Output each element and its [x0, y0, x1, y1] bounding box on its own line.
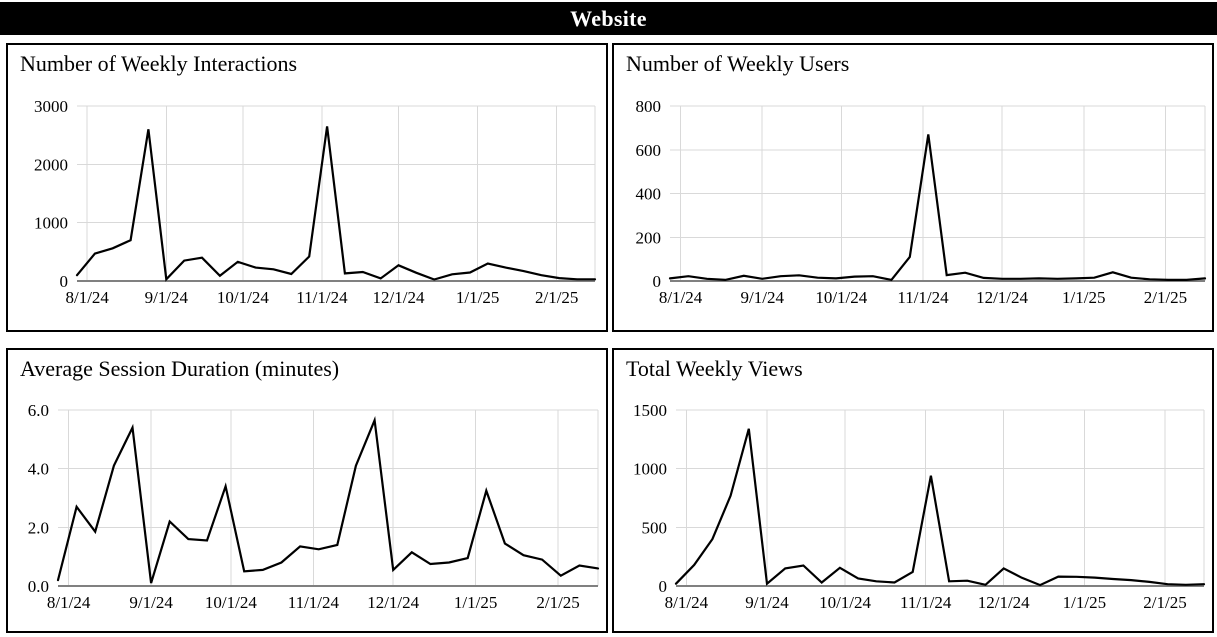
x-tick-label: 10/1/24	[815, 288, 867, 307]
gridlines	[670, 105, 1206, 281]
y-tick-label: 200	[636, 228, 662, 247]
panel-total-views: Total Weekly Views 0 500 1000 1500 8/1/24 9/1…	[612, 348, 1214, 633]
x-tick-label: 11/1/24	[296, 288, 348, 307]
x-tick-label: 12/1/24	[367, 593, 419, 612]
x-tick-label: 10/1/24	[819, 593, 871, 612]
x-tick-label: 12/1/24	[373, 288, 425, 307]
x-tick-label: 2/1/25	[535, 288, 578, 307]
x-tick-label: 9/1/24	[145, 288, 189, 307]
x-tick-label: 8/1/24	[659, 288, 703, 307]
weekly-users-chart: 0 200 400 600 800 8/1/24 9/1/24 10/1/24 11/1/24 1…	[636, 97, 1207, 307]
y-tick-label: 6.0	[28, 401, 49, 420]
y-tick-label: 3000	[34, 97, 68, 116]
y-tick-label: 1500	[633, 401, 667, 420]
chart-title: Average Session Duration (minutes)	[20, 356, 340, 381]
x-tick-label: 11/1/24	[288, 593, 340, 612]
x-tick-label: 8/1/24	[65, 288, 109, 307]
data-series-line	[56, 416, 600, 584]
x-tick-label: 8/1/24	[665, 593, 709, 612]
data-series-line	[674, 428, 1206, 587]
x-tick-label: 2/1/25	[1143, 593, 1186, 612]
y-tick-label: 0.0	[28, 577, 49, 596]
x-tick-label: 1/1/25	[454, 593, 497, 612]
total-views-chart: 0 500 1000 1500 8/1/24 9/1/24 10/1/24 11/1/24 12…	[633, 401, 1206, 612]
x-tick-label: 1/1/25	[1063, 593, 1106, 612]
chart-title: Number of Weekly Interactions	[20, 51, 298, 76]
x-tick-label: 2/1/25	[1144, 288, 1187, 307]
x-tick-label: 11/1/24	[897, 288, 949, 307]
x-tick-label: 1/1/25	[456, 288, 499, 307]
x-tick-label: 9/1/24	[745, 593, 789, 612]
data-series-line	[668, 134, 1207, 282]
x-tick-label: 8/1/24	[47, 593, 91, 612]
x-tick-label: 12/1/24	[976, 288, 1028, 307]
gridlines	[676, 409, 1205, 586]
chart-title: Total Weekly Views	[626, 356, 803, 381]
y-tick-label: 600	[636, 141, 662, 160]
data-series-line	[75, 126, 597, 282]
x-tick-label: 9/1/24	[129, 593, 173, 612]
gridlines	[58, 409, 599, 586]
page-title: Website	[570, 5, 647, 31]
y-tick-label: 500	[642, 518, 668, 537]
panel-session-duration: Average Session Duration (minutes) 0.0 2.…	[6, 348, 608, 633]
panel-weekly-interactions: Number of Weekly Interactions 0 1000 2000 3…	[6, 43, 608, 332]
y-tick-label: 400	[636, 185, 662, 204]
x-tick-label: 9/1/24	[741, 288, 785, 307]
y-tick-label: 1000	[34, 214, 68, 233]
x-tick-label: 12/1/24	[978, 593, 1030, 612]
x-tick-label: 1/1/25	[1062, 288, 1105, 307]
header-bar: Website	[0, 2, 1217, 35]
y-tick-label: 4.0	[28, 460, 49, 479]
y-tick-label: 800	[636, 97, 662, 116]
y-tick-label: 1000	[633, 460, 667, 479]
x-tick-label: 10/1/24	[205, 593, 257, 612]
y-tick-label: 0	[653, 272, 662, 291]
session-duration-chart: 0.0 2.0 4.0 6.0 8/1/24 9/1/24 10/1/24 11/1/24 12…	[28, 401, 600, 612]
weekly-interactions-chart: 0 1000 2000 3000 8/1/24 9/1/24 10/1/24 11/1/24 1…	[34, 97, 597, 307]
y-tick-label: 0	[60, 272, 69, 291]
x-tick-label: 10/1/24	[217, 288, 269, 307]
y-tick-label: 0	[659, 577, 668, 596]
y-tick-label: 2.0	[28, 518, 49, 537]
y-tick-label: 2000	[34, 155, 68, 174]
gridlines	[77, 105, 596, 281]
x-tick-label: 2/1/25	[536, 593, 579, 612]
panel-weekly-users: Number of Weekly Users 0 200 400 600 800 8/1/…	[612, 43, 1214, 332]
chart-title: Number of Weekly Users	[626, 51, 850, 76]
x-tick-label: 11/1/24	[900, 593, 952, 612]
